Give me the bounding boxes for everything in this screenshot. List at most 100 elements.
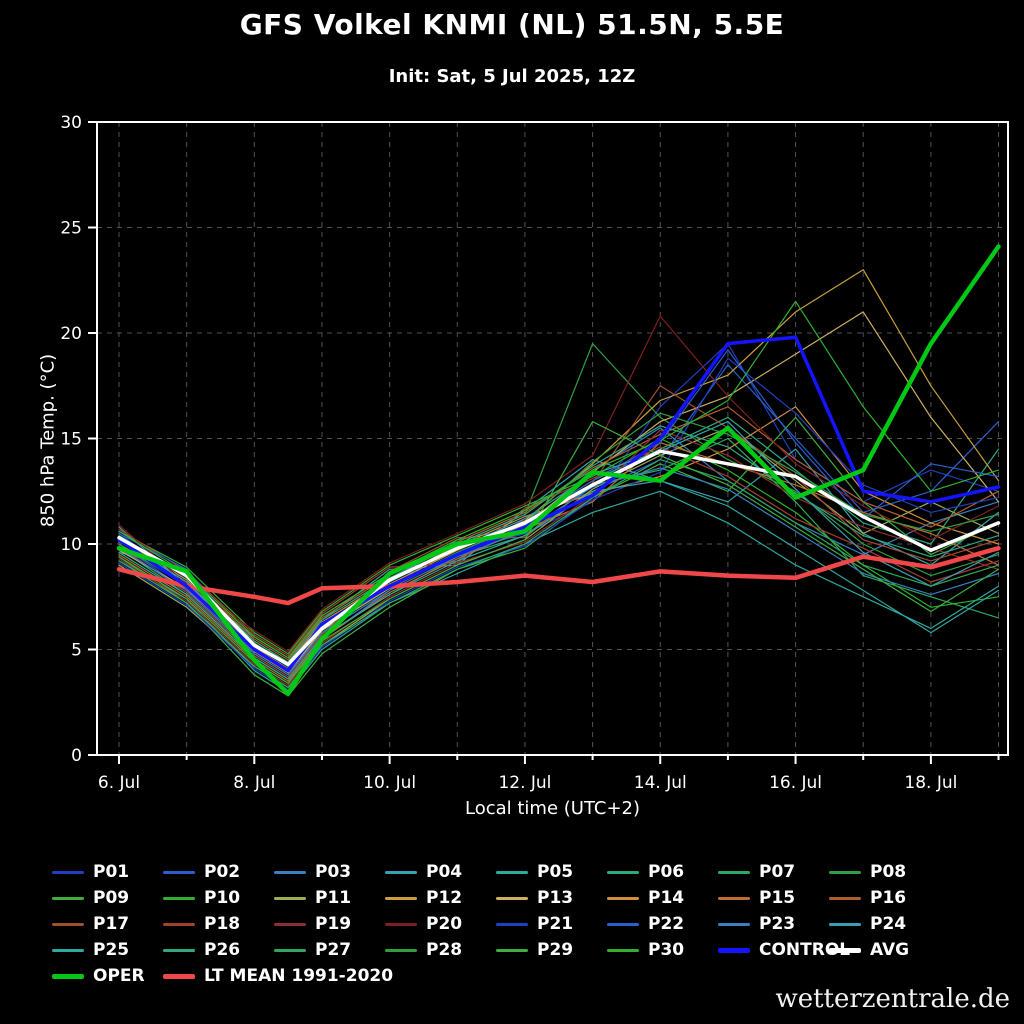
x-tick-label: 8. Jul [233, 773, 275, 793]
legend-swatch-p05 [496, 870, 528, 874]
legend-item-control: CONTROL [718, 940, 850, 960]
legend-swatch-p13 [496, 896, 528, 900]
legend-item-p09: P09 [52, 888, 163, 908]
series-line-p20 [118, 315, 1000, 653]
legend: P01 P02 P03 P04 P05 P06 P07 P08 P09 P10 P11 P12 P13 P… [52, 862, 940, 986]
legend-label-oper: OPER [93, 966, 145, 986]
legend-label-p20: P20 [426, 914, 463, 934]
watermark: wetterzentrale.de [775, 984, 1010, 1014]
legend-label-p09: P09 [93, 888, 130, 908]
legend-item-oper: OPER [52, 966, 163, 986]
x-tick-label: 10. Jul [363, 773, 416, 793]
legend-swatch-p24 [829, 922, 861, 926]
legend-swatch-p15 [718, 896, 750, 900]
x-tick-label: 16. Jul [769, 773, 822, 793]
legend-swatch-p20 [385, 922, 417, 926]
legend-swatch-p19 [274, 922, 306, 926]
legend-swatch-p21 [496, 922, 528, 926]
x-tick-label: 18. Jul [904, 773, 957, 793]
legend-item-p06: P06 [607, 862, 718, 882]
legend-item-p10: P10 [163, 888, 274, 908]
legend-swatch-lt-mean-1991-2020 [163, 973, 195, 979]
legend-label-p19: P19 [315, 914, 352, 934]
legend-swatch-p09 [52, 896, 84, 900]
legend-label-p14: P14 [648, 888, 685, 908]
legend-item-p20: P20 [385, 914, 496, 934]
legend-item-p17: P17 [52, 914, 163, 934]
legend-swatch-p25 [52, 948, 84, 952]
legend-swatch-p23 [718, 922, 750, 926]
series-line-p25 [118, 480, 1000, 680]
legend-item-p14: P14 [607, 888, 718, 908]
legend-item-p21: P21 [496, 914, 607, 934]
legend-swatch-p27 [274, 948, 306, 952]
legend-label-p22: P22 [648, 914, 685, 934]
legend-swatch-p06 [607, 870, 639, 874]
legend-label-p15: P15 [759, 888, 796, 908]
legend-swatch-control [718, 947, 750, 953]
legend-swatch-p04 [385, 870, 417, 874]
legend-swatch-p02 [163, 870, 195, 874]
legend-label-p30: P30 [648, 940, 685, 960]
legend-label-p12: P12 [426, 888, 463, 908]
legend-item-p26: P26 [163, 940, 274, 960]
legend-swatch-p12 [385, 896, 417, 900]
chart-title: GFS Volkel KNMI (NL) 51.5N, 5.5E [239, 8, 785, 41]
series-line-p12 [118, 269, 1000, 670]
legend-label-p04: P04 [426, 862, 463, 882]
legend-item-p03: P03 [274, 862, 385, 882]
y-tick-label: 5 [71, 641, 82, 661]
legend-label-p27: P27 [315, 940, 352, 960]
legend-swatch-p29 [496, 948, 528, 952]
legend-label-p23: P23 [759, 914, 796, 934]
series-line-avg [117, 449, 1001, 667]
legend-swatch-p30 [607, 948, 639, 952]
legend-label-avg: AVG [870, 940, 910, 960]
legend-swatch-p03 [274, 870, 306, 874]
legend-label-p29: P29 [537, 940, 574, 960]
legend-swatch-p17 [52, 922, 84, 926]
series-line-control [117, 335, 1001, 673]
legend-item-p19: P19 [274, 914, 385, 934]
legend-label-p02: P02 [204, 862, 241, 882]
legend-label-p21: P21 [537, 914, 574, 934]
legend-label-p08: P08 [870, 862, 907, 882]
series-line-p21 [118, 357, 1000, 691]
legend-item-p02: P02 [163, 862, 274, 882]
legend-label-p01: P01 [93, 862, 130, 882]
legend-swatch-p14 [607, 896, 639, 900]
legend-item-avg: AVG [829, 940, 940, 960]
legend-swatch-p08 [829, 870, 861, 874]
series-line-p16 [118, 406, 1000, 661]
legend-item-p07: P07 [718, 862, 829, 882]
legend-item-p13: P13 [496, 888, 607, 908]
legend-item-lt-mean-1991-2020: LT MEAN 1991-2020 [163, 966, 496, 986]
legend-label-p16: P16 [870, 888, 907, 908]
y-tick-label: 25 [60, 219, 82, 239]
legend-item-p30: P30 [607, 940, 718, 960]
legend-swatch-p16 [829, 896, 861, 900]
series-line-p13 [118, 311, 1000, 674]
legend-label-p26: P26 [204, 940, 241, 960]
series-line-lt-mean-1991-2020 [116, 545, 1001, 606]
x-axis-label: Local time (UTC+2) [464, 798, 641, 819]
series-line-p09 [118, 416, 1000, 697]
legend-swatch-p01 [52, 870, 84, 874]
y-tick-label: 15 [60, 430, 82, 450]
legend-item-p12: P12 [385, 888, 496, 908]
series-line-p17 [118, 385, 1000, 678]
legend-label-p24: P24 [870, 914, 907, 934]
y-tick-label: 0 [71, 746, 82, 766]
series-line-oper [116, 244, 1001, 697]
legend-swatch-avg [829, 947, 861, 953]
legend-label-p10: P10 [204, 888, 241, 908]
series-line-p26 [118, 425, 1000, 663]
legend-swatch-p22 [607, 922, 639, 926]
series-line-p10 [118, 437, 1000, 655]
plot-area: 0 5 10 15 20 25 30 6. Jul 8. Jul 10. Jul 12. Jul 14… [60, 113, 1009, 793]
legend-item-p29: P29 [496, 940, 607, 960]
legend-item-p04: P04 [385, 862, 496, 882]
legend-item-p25: P25 [52, 940, 163, 960]
legend-item-p08: P08 [829, 862, 940, 882]
legend-item-p23: P23 [718, 914, 829, 934]
